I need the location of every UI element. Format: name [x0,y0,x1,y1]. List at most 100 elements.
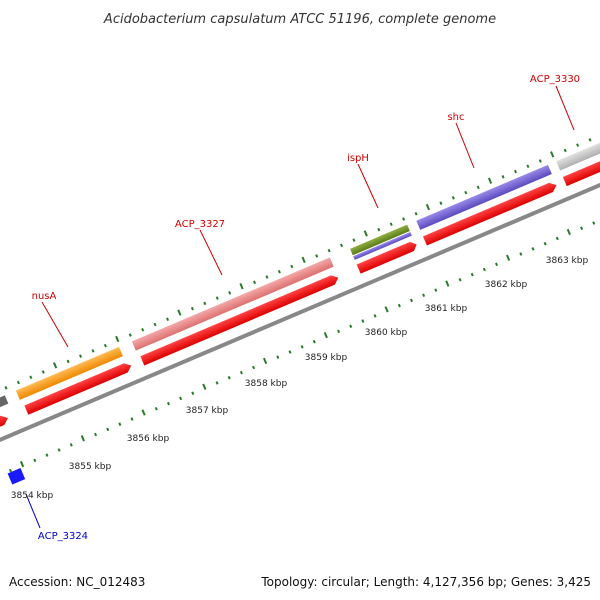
ruler-tick [202,383,207,390]
outer-tick [363,230,368,237]
outer-tick [215,296,219,300]
outer-tick [53,362,58,369]
cds-arrow[interactable] [422,180,559,246]
gene-ACP_3327[interactable] [131,257,334,351]
outer-ticks [4,138,592,390]
outer-tick [153,322,157,327]
ruler-tick [118,422,122,426]
ruler-tick [323,331,328,339]
gene-label-ACP_3330[interactable]: ACP_3330 [530,74,580,85]
outer-tick [464,190,468,195]
gene-label-ispH[interactable]: ispH [347,153,369,164]
gene-label-ACP_3327[interactable]: ACP_3327 [175,219,225,230]
ruler-tick [215,381,219,385]
kbp-label: 3858 kbp [245,379,288,389]
ruler-ticks [9,221,596,473]
map-title: Acidobacterium capsulatum ATCC 51196, co… [103,12,496,27]
ruler-tick [580,226,584,230]
ruler-tick [543,241,547,246]
outer-tick [451,196,455,200]
ruler-tick [19,460,25,468]
outer-tick [253,280,257,285]
ruler-tick [337,329,341,334]
kbp-label: 3861 kbp [425,304,468,314]
ruler-tick [506,254,511,261]
ruler-tick [555,236,559,241]
ruler-tick [495,262,499,267]
outer-tick [177,309,182,316]
ruler-tick [45,453,49,457]
outer-tick [103,343,107,348]
outer-tick [141,328,145,332]
leader-ACP_3330 [555,85,575,131]
gene-ispH[interactable] [350,224,410,256]
outer-tick [190,306,194,311]
outer-tick [4,386,8,390]
accession-text: Accession: NC_012483 [9,575,145,589]
outer-tick [352,238,356,242]
outer-tick [315,254,319,258]
gene-ACP_3330[interactable] [556,130,600,171]
gene-label-nusA[interactable]: nusA [32,291,57,302]
outer-tick [203,301,207,306]
gene-ACP_3324[interactable] [7,468,26,485]
outer-tick [66,359,70,364]
cds-arrow[interactable] [24,361,133,415]
ruler-tick [422,293,426,298]
genome-track [0,130,600,485]
outer-tick [91,349,95,353]
kbp-label: 3860 kbp [365,328,408,338]
cds-arrow[interactable] [140,273,340,366]
ruler-tick [312,339,316,344]
outer-tick [513,169,517,174]
ruler-tick [69,443,73,447]
ruler-tick [179,396,183,401]
ruler-tick [57,448,61,452]
outer-tick [239,283,244,290]
cds-arrow[interactable] [356,240,419,274]
gene-shc[interactable] [416,164,552,230]
outer-tick [526,164,530,169]
outer-tick [588,138,592,142]
ruler-tick [288,350,292,354]
outer-tick [128,333,132,337]
kbp-label: 3863 kbp [546,256,589,266]
ruler-tick [566,228,571,236]
outer-tick [414,211,418,216]
outer-tick [476,185,480,190]
outer-tick [41,370,45,374]
ruler-tick [409,298,413,303]
ruler-tick [592,221,596,225]
ruler-tick [349,324,353,328]
outer-tick [377,227,381,232]
ruler-tick [94,432,98,437]
outer-tick [166,317,170,322]
outer-tick [402,217,406,221]
outer-tick [538,159,542,163]
ruler-tick [384,306,389,313]
gene-ispH-sub[interactable] [353,231,412,260]
outer-tick [265,275,269,279]
ruler-tick [373,314,377,318]
leader-shc [455,122,475,169]
genome-summary-text: Topology: circular; Length: 4,127,356 bp… [260,575,591,589]
outer-tick [79,354,83,358]
ruler-tick [141,409,146,416]
gene-label-ACP_3324[interactable]: ACP_3324 [38,531,88,542]
outer-tick [16,380,20,385]
cds-arrow[interactable] [562,142,600,187]
cds-arrow[interactable] [0,413,10,451]
kbp-label: 3857 kbp [186,406,229,416]
gene-dark-feature [0,395,9,419]
ruler-tick [80,435,85,442]
ruler-tick [154,406,158,411]
outer-tick [439,201,443,205]
gene-label-shc[interactable]: shc [447,112,464,123]
kbp-label: 3859 kbp [305,353,348,363]
outer-tick [228,291,232,295]
ruler-tick [482,267,486,272]
outer-tick [29,375,33,380]
gene-nusA[interactable] [15,346,123,400]
ruler-tick [227,376,231,380]
